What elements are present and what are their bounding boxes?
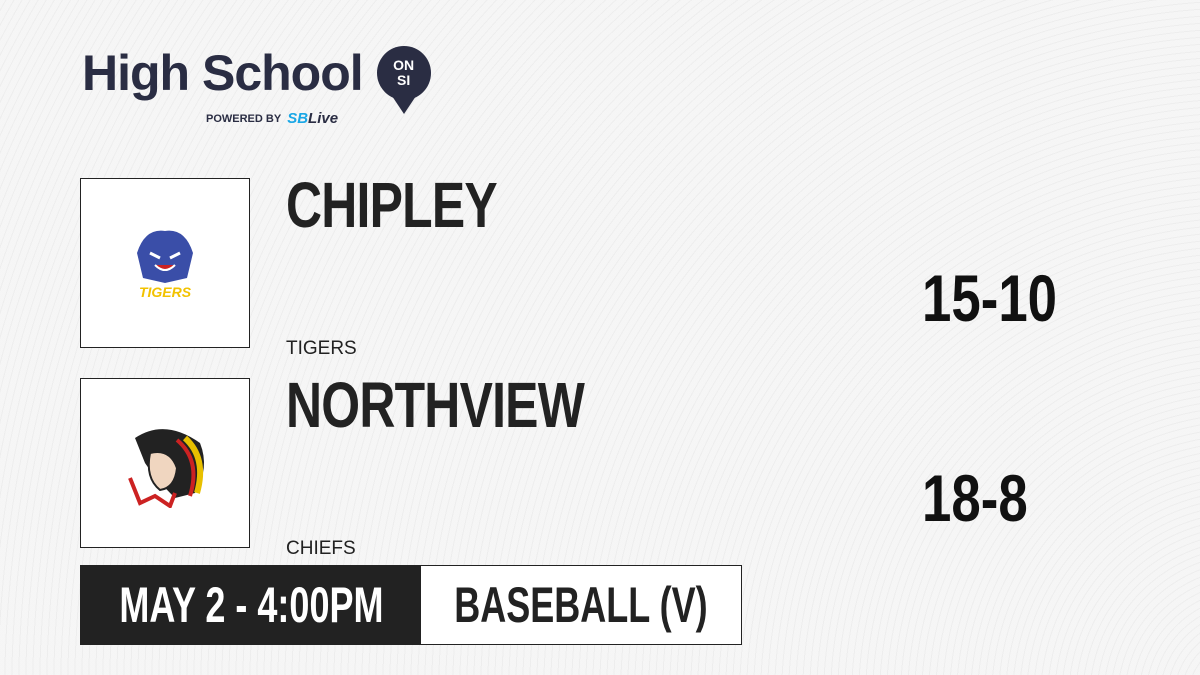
powered-by: POWERED BY SBLive bbox=[206, 110, 338, 127]
sport-text: BASEBALL (V) bbox=[454, 577, 708, 633]
team-record: 18-8 bbox=[922, 461, 1028, 535]
powered-by-label: POWERED BY bbox=[206, 112, 282, 125]
team-name: NORTHVIEW bbox=[286, 369, 585, 441]
chief-logo-icon bbox=[128, 429, 204, 508]
tiger-logo-text: TIGERS bbox=[139, 284, 192, 300]
tiger-logo-icon: TIGERS bbox=[137, 230, 193, 300]
high-school-on-si-logo: High School ON SI bbox=[82, 45, 431, 114]
team-mascot: CHIEFS bbox=[286, 538, 356, 559]
logo-title: High School bbox=[82, 45, 364, 101]
team-name: CHIPLEY bbox=[286, 169, 498, 241]
team-mascot: TIGERS bbox=[286, 338, 357, 359]
location-pin-icon: ON SI bbox=[376, 46, 431, 114]
badge-bottom: SI bbox=[397, 72, 411, 88]
badge-top: ON bbox=[393, 57, 415, 73]
game-datetime: MAY 2 - 4:00PM bbox=[81, 566, 421, 644]
partner-b: Live bbox=[308, 110, 339, 127]
team-record: 15-10 bbox=[922, 261, 1058, 335]
datetime-text: MAY 2 - 4:00PM bbox=[118, 577, 384, 633]
sblive-logo: SBLive bbox=[287, 110, 338, 127]
partner-a: SB bbox=[287, 110, 309, 127]
team-logo-northview bbox=[80, 378, 250, 548]
team-logo-chipley: TIGERS bbox=[80, 178, 250, 348]
game-info-bar: MAY 2 - 4:00PM BASEBALL (V) bbox=[80, 565, 742, 645]
game-sport: BASEBALL (V) bbox=[421, 566, 741, 644]
